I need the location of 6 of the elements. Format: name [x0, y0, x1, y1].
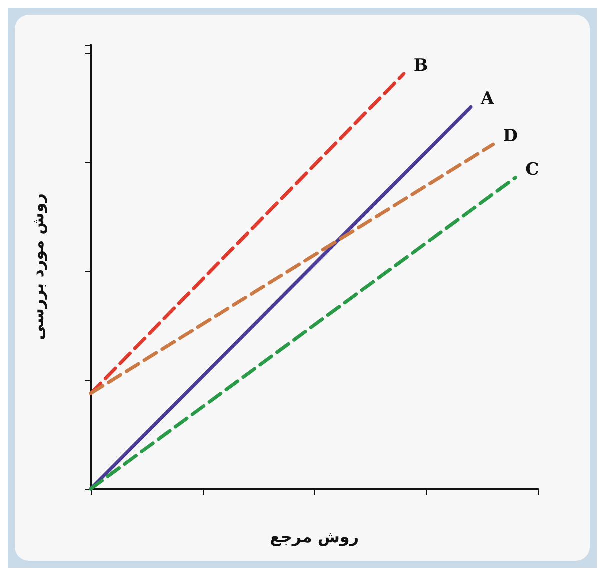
series-label: A	[480, 89, 495, 110]
x-axis-title: روش مرجع	[270, 528, 360, 546]
series-label: D	[503, 126, 518, 147]
series-label: C	[526, 160, 540, 180]
series-label: B	[414, 56, 428, 76]
y-axis-title: روش مورد بررسی	[28, 194, 48, 340]
